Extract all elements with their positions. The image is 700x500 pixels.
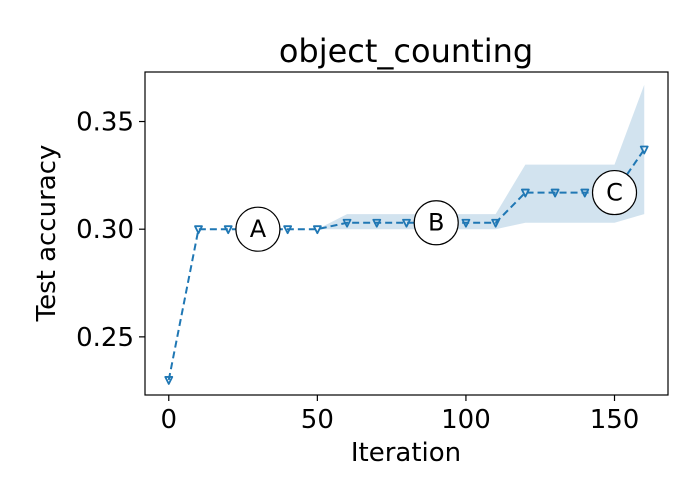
annotation-label: B [428, 209, 444, 237]
y-axis: 0.25 0.30 0.35 [76, 108, 145, 353]
x-axis-label: Iteration [351, 438, 461, 468]
annotation-label: C [606, 179, 623, 207]
data-point [550, 188, 560, 198]
data-point [223, 225, 233, 235]
data-point [491, 218, 501, 228]
plot-frame [144, 71, 669, 396]
annotation-circle [591, 169, 638, 216]
chart-title: object_counting [279, 32, 533, 70]
x-tick-label: 150 [590, 405, 640, 435]
annotation-circle [235, 206, 281, 252]
annotation-circle [413, 200, 459, 246]
data-point [342, 218, 352, 228]
data-point [283, 225, 293, 235]
y-tick-label: 0.35 [76, 108, 134, 138]
x-tick-label: 0 [160, 405, 177, 435]
data-point [372, 218, 382, 228]
annotation-label: A [250, 215, 267, 243]
data-point [639, 145, 649, 155]
x-axis: 0 50 100 150 [160, 395, 639, 435]
data-point [194, 225, 203, 235]
data-point [461, 218, 471, 228]
data-point [402, 218, 411, 228]
y-tick-label: 0.25 [76, 323, 134, 353]
data-point [580, 188, 590, 198]
data-point [164, 376, 174, 385]
y-tick-label: 0.30 [76, 215, 134, 245]
y-axis-label: Test accuracy [32, 145, 62, 323]
data-point [520, 188, 530, 198]
x-tick-label: 100 [441, 405, 491, 435]
x-tick-label: 50 [301, 405, 334, 435]
plot-area: A B C [164, 84, 649, 385]
data-point [312, 225, 322, 235]
